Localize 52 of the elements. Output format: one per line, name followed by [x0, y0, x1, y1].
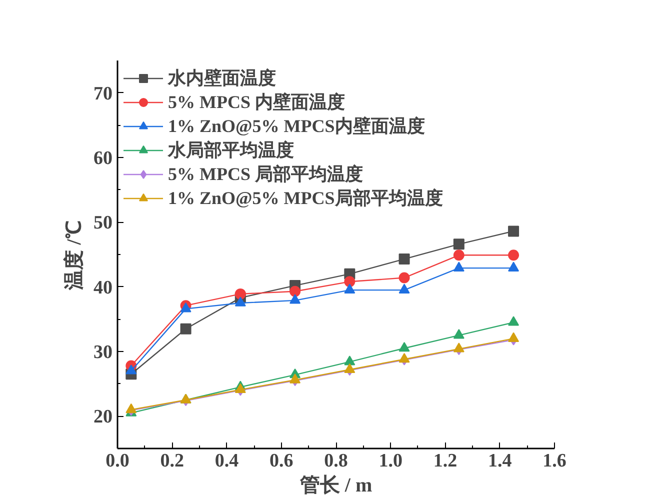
point — [453, 262, 464, 272]
x-tick-label: 1.0 — [378, 450, 402, 472]
y-tick-label: 30 — [94, 342, 112, 363]
y-tick-label: 40 — [94, 277, 112, 298]
point — [344, 363, 356, 373]
legend-label: 1% ZnO@5% MPCS内壁面温度 — [168, 115, 425, 138]
point — [344, 356, 356, 366]
point — [180, 323, 192, 334]
y-tick-label: 20 — [94, 406, 112, 428]
y-tick-label: 60 — [94, 148, 112, 169]
point — [234, 288, 246, 300]
point — [453, 329, 464, 339]
point — [508, 226, 520, 237]
point — [453, 250, 464, 261]
legend-label: 水局部平均温度 — [168, 139, 294, 162]
x-tick-label: 1.6 — [542, 450, 566, 472]
x-tick-label: 0.8 — [324, 450, 348, 472]
x-tick-label: 1.2 — [433, 450, 458, 472]
legend-label: 5% MPCS 内壁面温度 — [168, 91, 345, 114]
point — [344, 284, 356, 294]
x-axis-title: 管长 / m — [298, 474, 372, 496]
point — [290, 294, 301, 304]
point — [344, 276, 356, 288]
point — [508, 316, 520, 326]
legend-label: 水内壁面温度 — [168, 67, 276, 90]
point — [398, 284, 410, 294]
point — [453, 342, 464, 352]
point — [508, 262, 520, 272]
point — [234, 383, 246, 394]
point — [398, 254, 410, 265]
point — [398, 272, 410, 284]
point — [126, 403, 137, 414]
point — [290, 374, 301, 384]
point — [180, 302, 192, 312]
x-tick-label: 1.4 — [488, 450, 512, 472]
y-axis-title: 温度 /℃ — [62, 221, 86, 291]
point — [126, 364, 137, 374]
point — [453, 238, 464, 250]
point — [398, 342, 410, 352]
y-tick-label: 70 — [94, 83, 112, 104]
point — [290, 286, 301, 297]
x-tick-label: 0.2 — [160, 450, 184, 472]
legend-label: 1% ZnO@5% MPCS局部平均温度 — [168, 187, 443, 210]
point — [234, 296, 246, 306]
point — [508, 332, 520, 342]
x-tick-label: 0.4 — [214, 450, 240, 472]
point — [398, 352, 410, 363]
x-tick-label: 0.6 — [270, 450, 294, 472]
legend-label: 5% MPCS 局部平均温度 — [168, 163, 363, 186]
x-tick-label: 0.0 — [106, 450, 130, 472]
y-tick-label: 50 — [94, 212, 112, 234]
point — [508, 250, 520, 261]
